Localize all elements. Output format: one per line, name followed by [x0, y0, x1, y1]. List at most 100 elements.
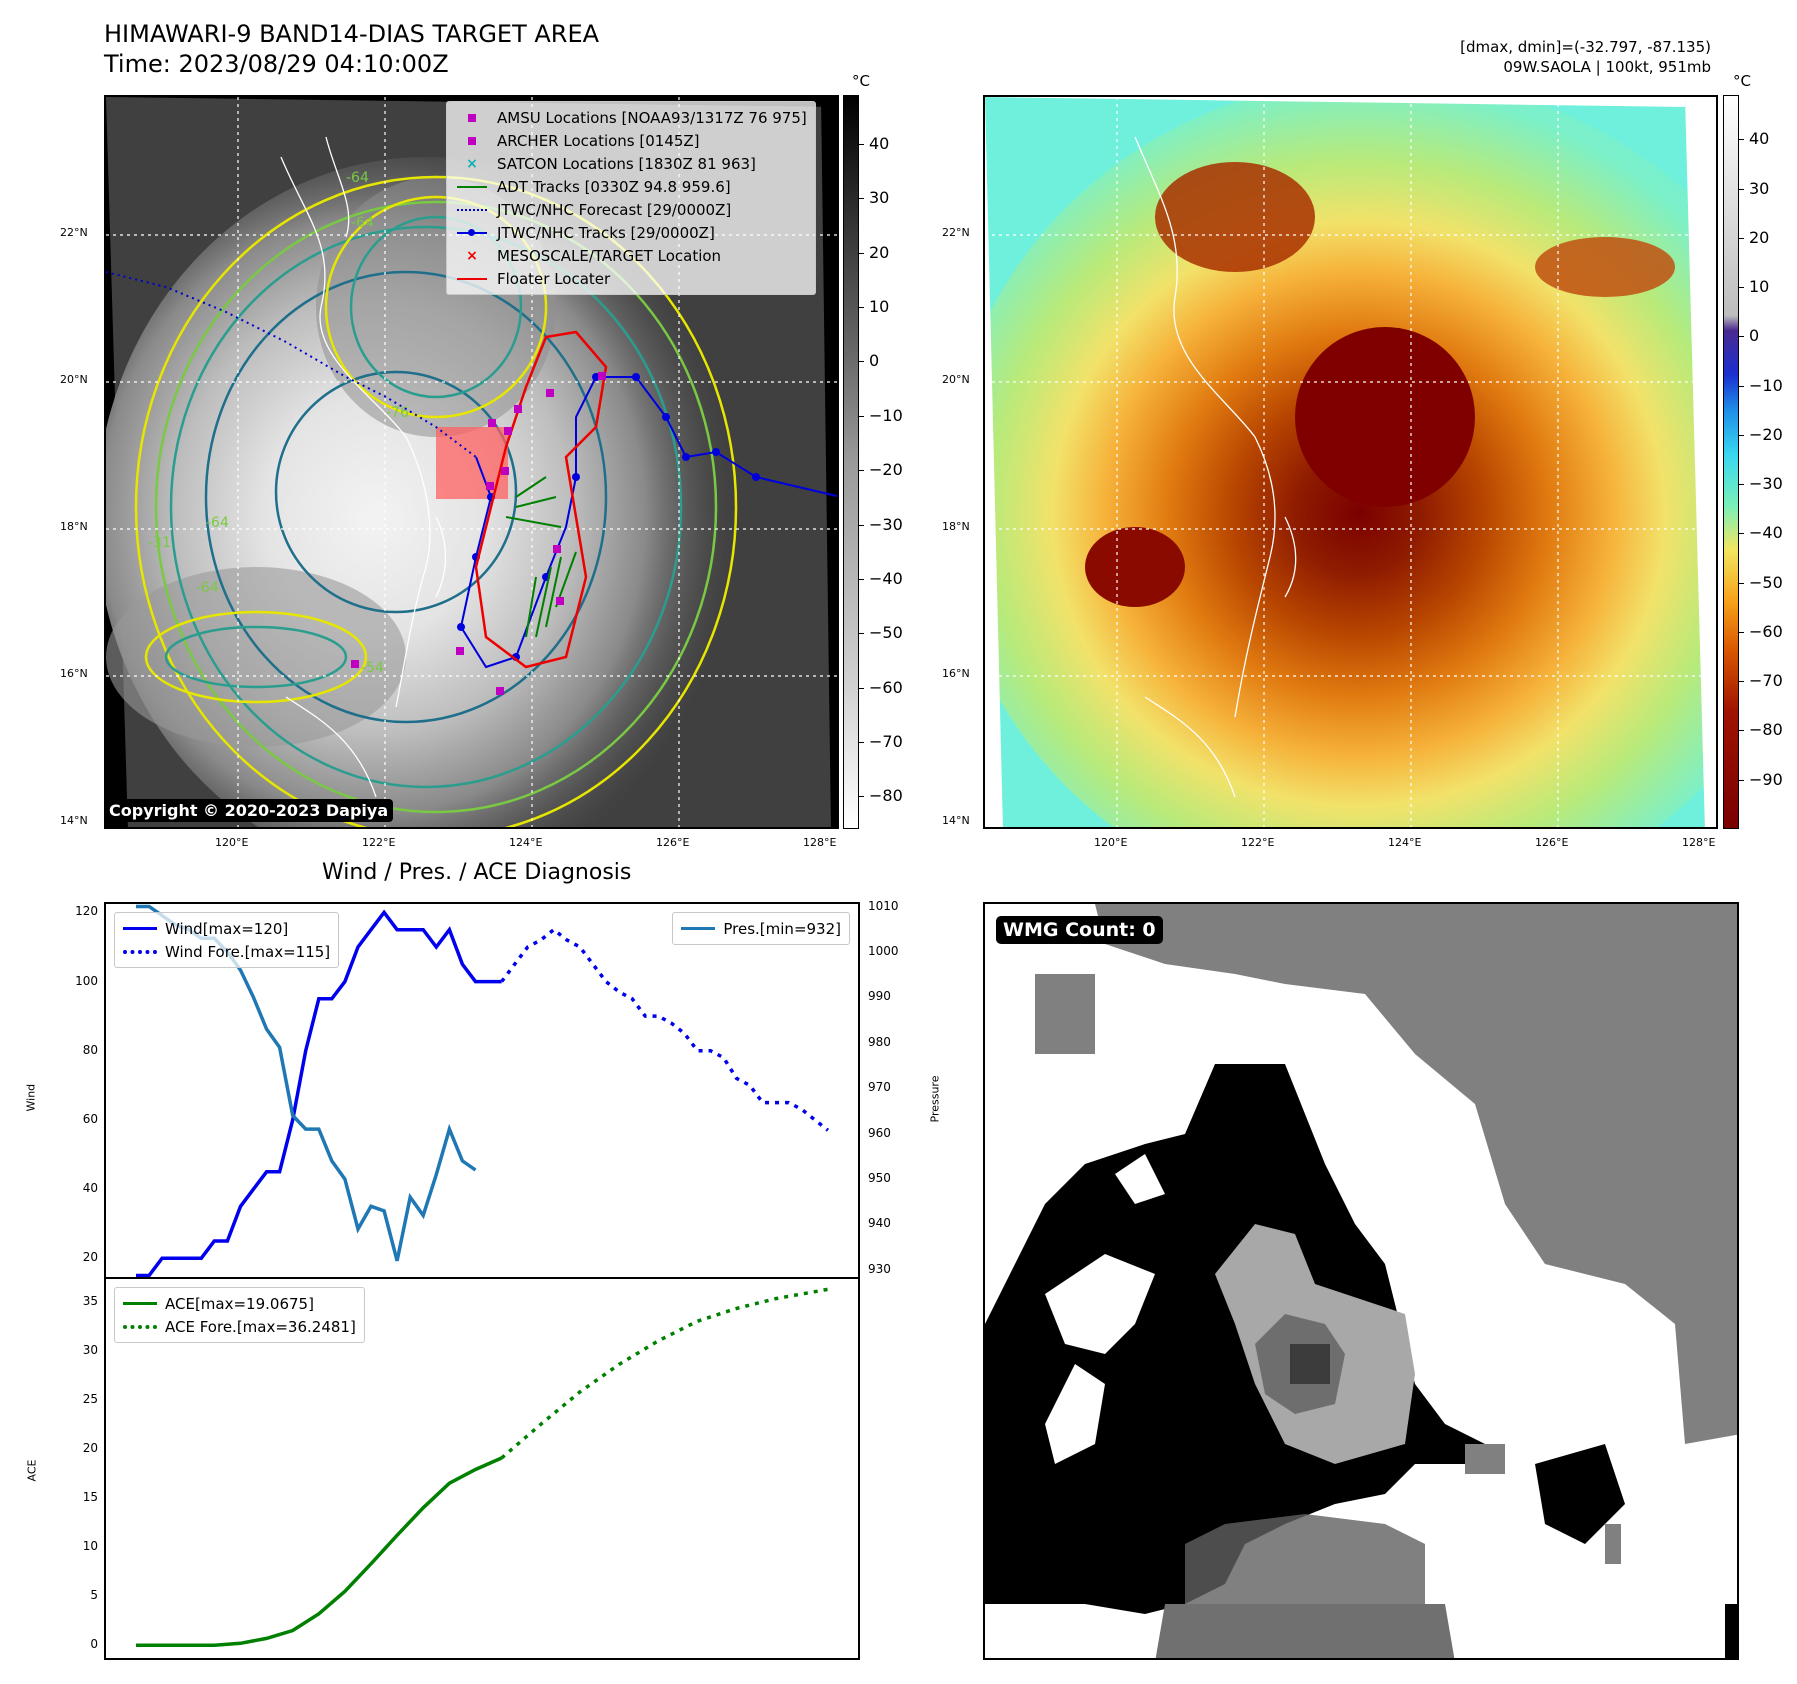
ir-color-map [983, 95, 1718, 829]
colorbar-tick-mark [1739, 779, 1744, 781]
colorbar-tick-label: −30 [1749, 474, 1783, 494]
ace-axis-label: ACE [25, 1459, 39, 1482]
lat-tick: 14°N [942, 814, 970, 827]
colorbar-tick-mark [1739, 434, 1744, 436]
colorbar-tick-label: −80 [869, 786, 903, 806]
wind-legend: Wind[max=120] Wind Fore.[max=115] [114, 912, 340, 968]
colorbar-tick-label: 10 [869, 297, 890, 317]
lon-tick: 126°E [1535, 836, 1569, 849]
contour-label: -31 [148, 535, 171, 551]
contour-label: -76 [386, 405, 409, 421]
lon-tick: 120°E [215, 836, 249, 849]
colorbar-tick-label: 20 [869, 242, 890, 262]
colorbar-tick-mark [1739, 582, 1744, 584]
wind-tick-label: 20 [82, 1250, 98, 1265]
lat-tick: 22°N [60, 226, 88, 239]
legend-item-adt: ADT Tracks [0330Z 94.8 959.6] [455, 175, 807, 198]
colorbar-tick-label: −20 [869, 460, 903, 480]
lon-tick: 122°E [1241, 836, 1275, 849]
wind-tick-label: 80 [82, 1042, 98, 1057]
colorbar-tick-label: −70 [1749, 671, 1783, 691]
pressure-tick-label: 930 [868, 1261, 891, 1276]
pressure-legend: Pres.[min=932] [672, 912, 850, 945]
track-legend: AMSU Locations [NOAA93/1317Z 76 975] ARC… [446, 101, 816, 295]
colorbar-tick-label: −20 [1749, 424, 1783, 444]
lat-tick: 16°N [942, 667, 970, 680]
wind-tick-label: 60 [82, 1111, 98, 1126]
pressure-tick-label: 940 [868, 1216, 891, 1231]
ace-tick-label: 0 [90, 1637, 98, 1652]
legend-item-amsu: AMSU Locations [NOAA93/1317Z 76 975] [455, 106, 807, 129]
colorbar-tick-mark [1739, 287, 1744, 289]
colorbar-tick-mark [1739, 385, 1744, 387]
wmg-count-badge: WMG Count: 0 [996, 916, 1163, 944]
colorbar-tick-mark [1739, 533, 1744, 535]
legend-item-wind-forecast: Wind Fore.[max=115] [123, 940, 330, 963]
colorbar-tick-label: 30 [1749, 178, 1770, 198]
ace-tick-label: 20 [82, 1440, 98, 1455]
colorbar-tick-mark [1739, 631, 1744, 633]
contour-label: -54 [361, 660, 384, 676]
colorbar-tick-label: 30 [869, 188, 890, 208]
colorbar-tick-label: −40 [869, 568, 903, 588]
colorbar-unit: °C [1733, 72, 1751, 90]
colorbar-tick-mark [1739, 188, 1744, 190]
colorbar-tick-mark [859, 198, 864, 200]
ace-legend: ACE[max=19.0675] ACE Fore.[max=36.2481] [114, 1287, 365, 1343]
colorbar-tick-mark [1739, 681, 1744, 683]
colorbar-tick-label: −80 [1749, 720, 1783, 740]
lat-tick: 20°N [942, 373, 970, 386]
colorbar-tick-label: −30 [869, 514, 903, 534]
colorbar-tick-label: 0 [869, 351, 880, 371]
legend-item-target: × MESOSCALE/TARGET Location [466, 246, 722, 265]
pressure-axis-label: Pressure [928, 1075, 942, 1123]
colorbar-tick-mark [859, 633, 864, 635]
colorbar-tick-mark [859, 524, 864, 526]
ace-tick-label: 5 [90, 1588, 98, 1603]
lon-tick: 120°E [1094, 836, 1128, 849]
legend-item-pressure: Pres.[min=932] [681, 917, 841, 940]
colorbar-tick-mark [1739, 730, 1744, 732]
ir-grayscale-map: -64 -64 -76 -64 -31 -54 -64 -31 AMSU Loc… [104, 95, 839, 829]
legend-item-jtwc-tracks: JTWC/NHC Tracks [29/0000Z] [455, 221, 807, 244]
lat-tick: 18°N [942, 520, 970, 533]
dmax-dmin-readout: [dmax, dmin]=(-32.797, -87.135) [1460, 38, 1711, 56]
colorbar-unit: °C [852, 72, 870, 90]
colorbar-tick-label: −50 [1749, 572, 1783, 592]
lon-tick: 128°E [803, 836, 837, 849]
diagnosis-title: Wind / Pres. / ACE Diagnosis [322, 860, 632, 885]
colorbar-tick-label: 10 [1749, 277, 1770, 297]
colorbar-tick-mark [1739, 139, 1744, 141]
series-line [136, 909, 502, 1277]
pressure-tick-label: 1010 [868, 898, 899, 913]
series-line [500, 1287, 829, 1460]
lon-tick: 124°E [509, 836, 543, 849]
ace-tick-label: 15 [82, 1489, 98, 1504]
wind-axis-label: Wind [24, 1083, 38, 1112]
colorbar-tick-mark [859, 252, 864, 254]
legend-item-archer: ARCHER Locations [0145Z] [455, 129, 807, 152]
lon-tick: 126°E [656, 836, 690, 849]
lon-tick: 128°E [1682, 836, 1716, 849]
ace-chart: ACE[max=19.0675] ACE Fore.[max=36.2481] [104, 1277, 860, 1660]
legend-item-floater: Floater Locater [455, 267, 807, 290]
colorbar-tick-label: −50 [869, 623, 903, 643]
colorbar-tick-mark [1739, 484, 1744, 486]
colorbar-tick-mark [859, 742, 864, 743]
lat-tick: 16°N [60, 667, 88, 680]
contour-label: -64 [196, 580, 219, 596]
lat-tick: 20°N [60, 373, 88, 386]
figure-title: HIMAWARI-9 BAND14-DIAS TARGET AREA [104, 20, 600, 48]
wind-tick-label: 100 [75, 973, 98, 988]
legend-item-jtwc-forecast: JTWC/NHC Forecast [29/0000Z] [455, 198, 807, 221]
pressure-tick-label: 1000 [868, 943, 899, 958]
colorbar-tick-label: −10 [869, 405, 903, 425]
colorbar-tick-mark [859, 415, 864, 417]
colorbar-tick-label: 20 [1749, 227, 1770, 247]
contour-label: -64 [351, 215, 374, 231]
ace-tick-label: 25 [82, 1391, 98, 1406]
contour-label: -64 [346, 170, 369, 186]
lat-tick: 22°N [942, 226, 970, 239]
pressure-tick-label: 960 [868, 1125, 891, 1140]
pressure-tick-label: 950 [868, 1171, 891, 1186]
